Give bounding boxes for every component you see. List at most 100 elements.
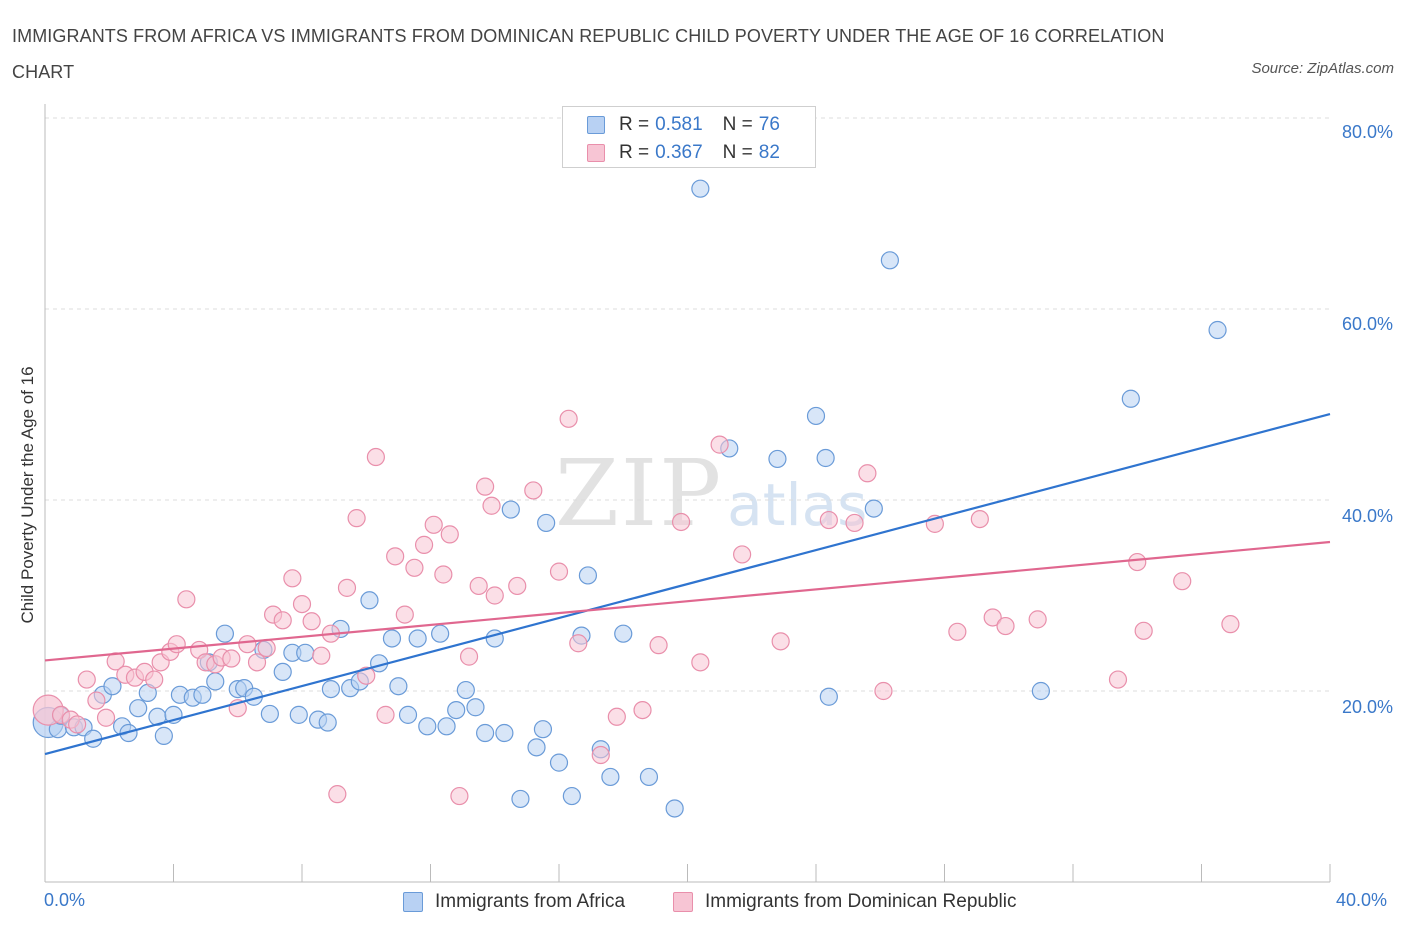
x-tick-label-40: 40.0% [1336,890,1388,910]
data-point-dominican [222,649,241,668]
bottom-legend-dominican: Immigrants from Dominican Republic [673,888,1017,916]
data-point-africa [1208,320,1227,340]
data-point-africa [321,679,341,699]
legend-r-value-africa: 0.581 [655,114,703,135]
data-point-africa [437,717,456,736]
legend-r-label: R = [619,142,650,163]
data-point-africa [864,499,883,518]
data-point-africa [206,672,225,691]
bottom-legend-label-dominican: Immigrants from Dominican Republic [705,891,1017,912]
legend-r-label: R = [619,114,650,135]
data-point-africa [1031,681,1050,701]
data-point-africa [639,767,659,787]
legend-n-label: N = [722,114,753,135]
data-point-dominican [569,634,588,653]
data-point-dominican [386,547,405,566]
data-point-dominican [414,535,434,554]
data-point-dominican [1108,670,1128,689]
data-point-africa [129,699,148,718]
data-point-africa [418,717,437,736]
data-point-africa [691,179,710,198]
data-point-africa [819,687,838,706]
legend-n-value-africa: 76 [758,114,780,135]
data-point-dominican [405,558,424,577]
data-point-africa [431,624,450,643]
data-point-dominican [376,705,395,724]
data-point-dominican [970,509,989,529]
data-point-africa [537,513,556,533]
data-point-africa [103,677,122,696]
data-point-dominican [257,638,276,658]
data-point-dominican [607,707,626,726]
data-point-dominican [469,576,488,596]
data-point-dominican [771,632,790,651]
data-point-dominican [68,715,87,734]
data-point-dominican [485,586,504,605]
bottom-legend-label-africa: Immigrants from Africa [435,891,626,912]
data-point-africa [360,591,379,610]
data-point-dominican [671,512,691,532]
data-point-dominican [996,616,1015,636]
data-point-dominican [819,510,838,530]
data-point-africa [511,789,530,809]
legend-n-value-dominican: 82 [758,142,780,163]
data-point-dominican [283,569,302,588]
data-point-africa [215,624,234,643]
y-tick-label-80: 80.0% [1341,122,1393,142]
y-tick-label-60: 60.0% [1341,314,1393,334]
data-point-dominican [476,477,495,496]
data-point-dominican [1221,615,1240,634]
trend-line-dominican [44,540,1331,662]
legend-swatch-africa [587,116,605,134]
watermark-zip: ZIP [555,440,724,547]
bottom-legend-swatch-africa [403,892,423,912]
correlation-legend: R = 0.581 N = 76 R = 0.367 N = 82 [562,106,816,168]
data-point-dominican [87,691,106,710]
data-point-dominican [145,670,164,689]
chart-title: IMMIGRANTS FROM AFRICA VS IMMIGRANTS FRO… [12,26,1165,82]
data-point-dominican [366,447,385,467]
data-point-dominican [858,464,877,483]
data-point-dominican [1128,552,1147,572]
data-point-dominican [440,525,459,544]
data-point-dominican [395,605,414,624]
data-point-dominican [337,578,357,597]
x-tick-label-0: 0.0% [44,890,86,910]
data-point-dominican [96,708,116,727]
data-point-dominican [948,622,967,641]
y-axis-label: Child Poverty Under the Age of 16 [18,366,37,624]
legend-r-value-dominican: 0.367 [655,142,703,163]
data-point-dominican [247,653,267,672]
data-point-africa [456,680,475,700]
data-point-dominican [302,612,321,631]
data-point-dominican [292,594,312,614]
data-point-dominican [508,576,527,596]
data-point-dominican [591,745,610,765]
data-point-dominican [77,670,96,689]
data-point-dominican [983,608,1002,627]
watermark: ZIPatlas [555,440,867,547]
data-point-dominican [633,700,652,720]
data-point-africa [768,449,787,469]
data-point-dominican [177,590,196,609]
bottom-legend-africa: Immigrants from Africa [403,888,625,916]
bottom-legend-swatch-dominican [673,892,693,912]
data-point-africa [562,786,581,806]
data-point-dominican [312,646,331,665]
watermark-atlas: atlas [727,471,868,539]
data-point-dominican [1173,572,1192,591]
legend-swatch-dominican [587,144,605,162]
data-point-africa [154,726,173,745]
data-point-dominican [845,513,864,533]
data-point-africa [466,698,485,717]
data-point-africa [880,251,899,270]
data-point-africa [447,700,466,720]
data-point-africa [318,713,337,732]
data-point-dominican [1134,621,1153,640]
data-point-africa [527,738,546,757]
data-point-africa [549,753,569,772]
data-point-africa [296,643,315,662]
data-point-africa [806,406,826,426]
data-point-africa [260,704,279,724]
data-point-africa [289,705,308,724]
